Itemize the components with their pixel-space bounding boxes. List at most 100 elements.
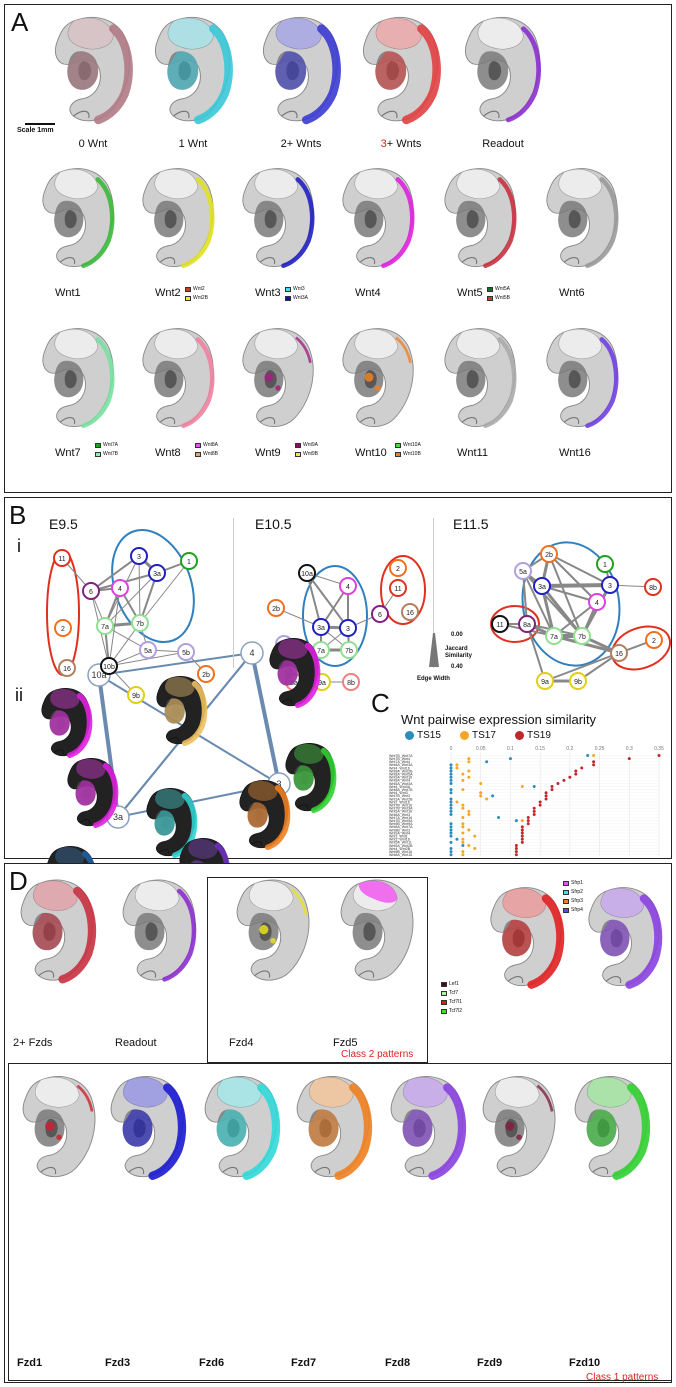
divider-1 [233,518,234,668]
embryo-row3 [444,328,517,429]
node-label: 8a [290,680,298,687]
row2-legend-item: Wnt5A [487,286,510,292]
point-ts17 [461,803,465,807]
point-ts15 [449,828,453,832]
network-edge [138,555,141,624]
network-node: 10a [298,564,316,582]
panel-b-sub-ii: ii [15,685,23,705]
node-label: 5a [519,569,527,576]
legend-label: Tcf7l1 [449,999,463,1005]
point-ts17 [455,766,459,770]
point-ts19 [514,853,518,857]
point-ts19 [526,822,530,826]
point-ts15 [449,766,453,770]
row3-legend-item: Wnt10B [395,451,421,457]
category-label: Wnt5A_Wnt11 [389,841,412,845]
panel-c-letter: C [371,688,390,718]
network-edge [90,555,140,592]
legend-swatch [185,286,191,292]
node-label: 11 [394,586,401,593]
cluster-ellipse [521,541,621,667]
legend-label: Wnt7A [103,442,119,448]
embryo-lef-tcf [490,887,565,989]
point-ts19 [514,847,518,851]
point-ts15 [449,850,453,854]
legend-swatch [563,889,569,895]
row1-label: 0 Wnt [78,138,108,150]
row3-label: Wnt16 [559,447,591,459]
embryo-d-top [340,879,414,981]
point-ts17 [520,785,524,789]
embryo-sfrp [588,887,663,989]
network-edge [108,587,121,667]
network-node: 3 [601,576,619,594]
point-ts19 [538,800,542,804]
legend-label: Wnt10A [403,442,421,448]
network-ii-node-label: 3a [113,812,123,822]
point-ts17 [461,831,465,835]
point-ts15 [449,825,453,829]
node-label: 2 [61,626,65,633]
row3-legend-item: Wnt10A [395,442,421,448]
network-edge [306,572,322,628]
point-ts15 [586,754,590,758]
point-ts17 [473,834,477,838]
network-node: 4 [111,579,129,597]
row3-legend-item: Wnt9A [295,442,318,448]
category-label: Wnt4_Wnt2B [389,847,411,851]
d-bottom-label: Fzd6 [199,1357,225,1369]
d-bottom-label: Fzd9 [477,1357,503,1369]
point-ts15 [449,797,453,801]
row3-legend-item: Wnt8B [195,451,218,457]
panel-a: A Scale 1mm 0 Wnt 1 Wnt 2+ Wnts 3+ Wnts Read… [4,4,672,493]
row1-label: 1 Wnt [178,138,208,150]
legend-label: Wnt8B [203,451,219,457]
lef-legend-item: Tcf7l1 [441,999,462,1005]
legend-label: Wnt3A [293,295,309,301]
legend-swatch [295,451,301,457]
point-ts15 [449,812,453,816]
network-edge [541,585,598,603]
network-edge [544,652,620,682]
legend-swatch [441,990,447,996]
node-label: 16 [615,651,623,658]
point-ts19 [520,837,524,841]
point-ts15 [449,822,453,826]
node-label: 5b [182,650,190,657]
node-label: 7b [578,634,586,641]
point-ts17 [520,819,524,823]
legend-label: Sfrp3 [571,898,583,904]
point-ts15 [491,794,495,798]
lef-legend-item: Tcf7 [441,990,458,996]
point-ts19 [520,834,524,838]
embryo-d-bottom [296,1076,373,1180]
point-ts15 [449,809,453,813]
row2-legend-item: Wnt5B [487,295,510,301]
d-top-label: Fzd5 [333,1037,358,1049]
network-ii-embryo [41,688,93,759]
point-ts17 [467,775,471,779]
row2-legend-item: Wnt2B [185,295,208,301]
chart-legend-item: TS17 [460,730,496,741]
panel-a-letter: A [11,7,29,37]
point-ts17 [461,816,465,820]
node-label: 8b [649,585,657,592]
row3-legend-item: Wnt7A [95,442,118,448]
row2-legend-item: Wnt2 [185,286,205,292]
scale-label: Scale 1mm [17,127,54,134]
chart-legend-item: TS15 [405,730,441,741]
point-ts19 [520,831,524,835]
category-label: Wnt9A_Wnt16 [389,776,412,780]
embryo-row3 [546,328,619,429]
network-node: 16 [58,659,76,677]
point-ts15 [449,800,453,804]
point-ts15 [449,772,453,776]
category-label: Wnt8A_Wnt5A [389,772,413,776]
embryo-row3 [242,328,314,428]
network-ii-embryo [285,743,337,814]
d-top-label: Fzd4 [229,1037,254,1049]
category-label: Wnt8A_Wnt4 [389,779,410,783]
node-label: 3 [346,626,350,633]
category-label: Wnt5A_Wnt2B [389,844,413,848]
legend-swatch [285,295,291,301]
